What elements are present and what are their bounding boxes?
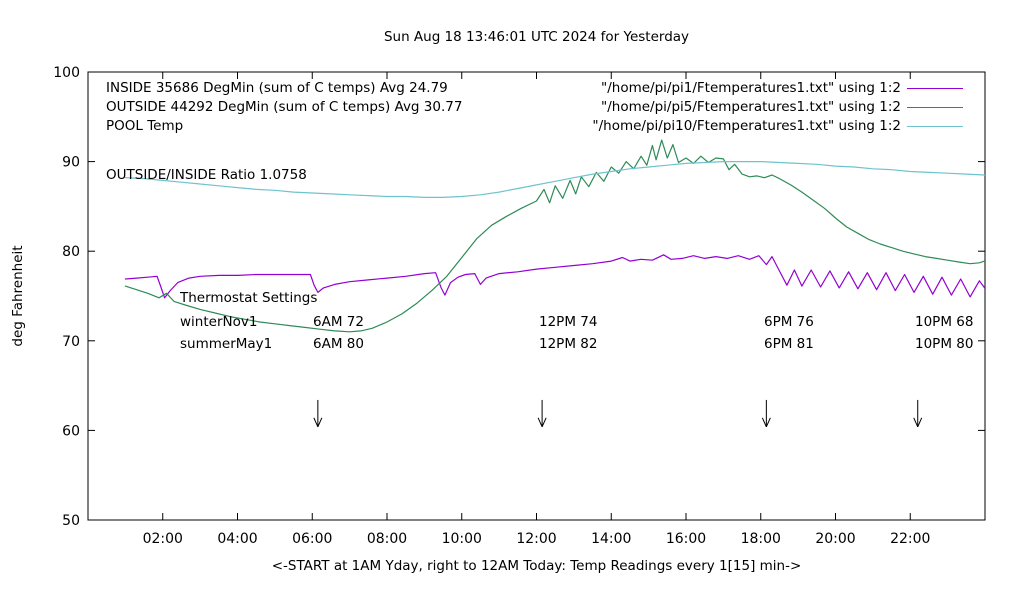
thermostat-settings-heading: Thermostat Settings — [180, 290, 318, 306]
x-tick-label: 04:00 — [217, 531, 257, 547]
thermostat-winter-6am: 6AM 72 — [313, 314, 364, 330]
chart-title: Sun Aug 18 13:46:01 UTC 2024 for Yesterd… — [383, 29, 690, 45]
x-tick-label: 06:00 — [292, 531, 332, 547]
legend-line-sample-outside — [907, 107, 963, 108]
y-tick-label: 80 — [62, 244, 80, 260]
ratio-annotation: OUTSIDE/INSIDE Ratio 1.0758 — [106, 167, 307, 183]
y-tick-label: 70 — [62, 334, 80, 350]
thermostat-summer-10pm: 10PM 80 — [915, 336, 974, 352]
y-axis-ticks: 50 60 70 80 90 100 — [53, 65, 985, 529]
x-tick-label: 02:00 — [143, 531, 183, 547]
thermostat-winter-12pm: 12PM 74 — [539, 314, 598, 330]
x-tick-label: 22:00 — [890, 531, 930, 547]
thermostat-summer-6am: 6AM 80 — [313, 336, 364, 352]
legend-label-pool: POOL Temp — [106, 118, 184, 134]
y-tick-label: 90 — [62, 155, 80, 171]
thermostat-row-winter-name: winterNov1 — [180, 314, 258, 330]
x-tick-label: 16:00 — [666, 531, 706, 547]
legend-file-outside: "/home/pi/pi5/Ftemperatures1.txt" using … — [601, 99, 901, 115]
series-line-pool — [124, 161, 986, 198]
x-axis-ticks: 02:00 04:00 06:00 08:00 10:00 12:00 14:00 16:00… — [143, 72, 930, 547]
legend-line-sample-inside — [907, 88, 963, 89]
legend-label-outside: OUTSIDE 44292 DegMin (sum of C temps) Av… — [106, 99, 463, 115]
thermostat-winter-6pm: 6PM 76 — [764, 314, 814, 330]
legend-label-inside: INSIDE 35686 DegMin (sum of C temps) Avg… — [106, 80, 448, 96]
y-tick-label: 50 — [62, 513, 80, 529]
y-axis-label: deg Fahrenheit — [10, 245, 26, 347]
x-tick-label: 08:00 — [367, 531, 407, 547]
x-tick-label: 12:00 — [516, 531, 556, 547]
x-axis-label: <-START at 1AM Yday, right to 12AM Today… — [271, 558, 802, 574]
thermostat-summer-6pm: 6PM 81 — [764, 336, 814, 352]
x-tick-label: 14:00 — [591, 531, 631, 547]
series-line-outside — [124, 139, 986, 333]
thermostat-change-arrows — [313, 399, 923, 428]
y-tick-label: 60 — [62, 423, 80, 439]
y-tick-label: 100 — [53, 65, 80, 81]
x-tick-label: 10:00 — [442, 531, 482, 547]
legend-file-pool: "/home/pi/pi10/Ftemperatures1.txt" using… — [592, 118, 901, 134]
x-tick-label: 18:00 — [741, 531, 781, 547]
legend-file-inside: "/home/pi/pi1/Ftemperatures1.txt" using … — [601, 80, 901, 96]
thermostat-winter-10pm: 10PM 68 — [915, 314, 974, 330]
thermostat-summer-12pm: 12PM 82 — [539, 336, 598, 352]
legend-line-sample-pool — [907, 126, 963, 127]
series-line-inside — [124, 254, 986, 299]
x-tick-label: 20:00 — [815, 531, 855, 547]
thermostat-row-summer-name: summerMay1 — [180, 336, 273, 352]
